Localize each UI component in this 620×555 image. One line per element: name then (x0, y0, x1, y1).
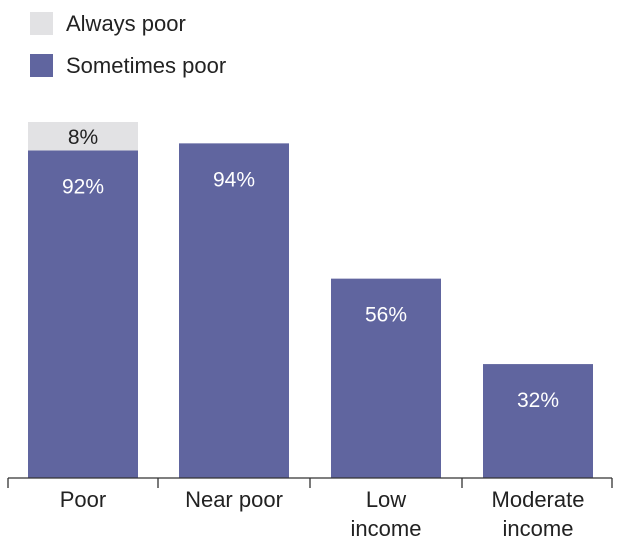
x-tick-label-3-1: income (503, 516, 574, 541)
legend-label-always-poor: Always poor (66, 11, 186, 36)
data-label-sometimes-poor-0: 92% (62, 175, 104, 198)
x-axis: Poor Near poor Low income Moderate income (7, 477, 613, 541)
x-tick-label-3-0: Moderate (492, 487, 585, 512)
x-tick-label-2-0: Low (366, 487, 406, 512)
bar-sometimes-poor-1 (179, 143, 289, 479)
bar-sometimes-poor-3 (483, 364, 593, 478)
legend-swatch-always-poor (30, 12, 53, 35)
legend: Always poor Sometimes poor (30, 11, 226, 78)
data-label-always-poor-0: 8% (68, 126, 98, 149)
bar-sometimes-poor-0 (28, 150, 138, 479)
x-tick-label-0-0: Poor (60, 487, 106, 512)
legend-swatch-sometimes-poor (30, 54, 53, 77)
legend-label-sometimes-poor: Sometimes poor (66, 53, 226, 78)
bar-always-poor-0 (28, 122, 138, 151)
data-label-sometimes-poor-2: 56% (365, 304, 407, 327)
x-tick-label-2-1: income (351, 516, 422, 541)
data-label-sometimes-poor-1: 94% (213, 168, 255, 191)
data-label-sometimes-poor-3: 32% (517, 389, 559, 412)
x-tick-label-1-0: Near poor (185, 487, 283, 512)
bars: 92% 8% 94% 56% 32% (28, 122, 593, 479)
bar-sometimes-poor-2 (331, 278, 441, 478)
